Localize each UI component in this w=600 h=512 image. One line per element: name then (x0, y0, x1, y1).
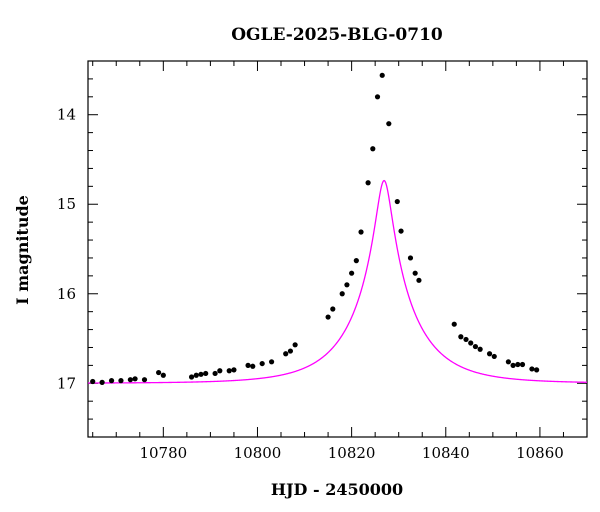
data-point (416, 277, 422, 283)
data-point (132, 376, 138, 382)
data-point (412, 270, 418, 276)
data-point (259, 360, 265, 367)
axis-ticks (88, 60, 588, 438)
data-point (217, 368, 223, 374)
data-point (250, 363, 256, 369)
data-point (491, 353, 497, 360)
data-point (477, 346, 483, 352)
data-point (398, 228, 404, 234)
data-point (358, 229, 364, 235)
data-point (193, 372, 199, 378)
data-point (330, 306, 336, 312)
data-point (283, 351, 289, 357)
data-point (365, 180, 371, 186)
y-tick-label: 14 (57, 106, 76, 124)
data-point (108, 378, 115, 384)
data-point (374, 94, 381, 100)
y-tick-label: 17 (57, 374, 76, 392)
data-point (292, 342, 298, 348)
data-point (386, 121, 392, 127)
x-tick-label: 10860 (516, 444, 564, 462)
data-point (160, 372, 166, 378)
data-point (287, 348, 294, 354)
x-tick-label: 10840 (422, 444, 470, 462)
data-point (226, 368, 232, 374)
data-point (486, 351, 493, 357)
data-point (245, 362, 251, 368)
x-tick-label: 10780 (139, 444, 187, 462)
data-point (529, 366, 535, 372)
data-point (458, 334, 464, 340)
model-line (88, 179, 588, 384)
data-point (468, 340, 474, 346)
chart-title: OGLE-2025-BLG-0710 (231, 25, 443, 45)
model-curve (88, 179, 588, 384)
data-point (198, 371, 204, 377)
data-point (203, 370, 209, 377)
data-points (90, 72, 540, 385)
data-point (463, 336, 469, 343)
data-point (472, 343, 479, 350)
data-point (505, 359, 511, 365)
data-point (407, 255, 414, 261)
data-point (353, 258, 359, 264)
data-point (510, 362, 516, 368)
x-tick-label: 10800 (234, 444, 282, 462)
y-tick-label: 15 (57, 195, 76, 213)
data-point (394, 198, 400, 205)
data-point (99, 379, 105, 385)
data-point (515, 361, 521, 368)
data-point (141, 377, 148, 383)
x-tick-label: 10820 (328, 444, 376, 462)
data-point (268, 359, 275, 365)
data-point (339, 291, 345, 297)
data-point (188, 374, 195, 380)
data-point (534, 367, 540, 373)
data-point (90, 378, 96, 385)
data-point (519, 361, 526, 368)
data-point (325, 314, 331, 320)
y-tick-label: 16 (57, 285, 76, 303)
data-point (451, 321, 457, 327)
data-point (212, 370, 218, 377)
tick-labels: 10780 10800 10820 10840 10860 14 15 16 17 (57, 106, 564, 462)
data-point (118, 378, 124, 384)
data-point (379, 72, 385, 78)
data-point (156, 369, 162, 376)
data-point (349, 270, 355, 276)
data-point (231, 367, 237, 373)
y-axis-label: I magnitude (13, 195, 32, 305)
data-point (127, 377, 133, 383)
data-point (344, 282, 350, 288)
plot-frame (87, 60, 588, 438)
data-point (370, 146, 376, 152)
x-axis-label: HJD - 2450000 (271, 480, 403, 499)
